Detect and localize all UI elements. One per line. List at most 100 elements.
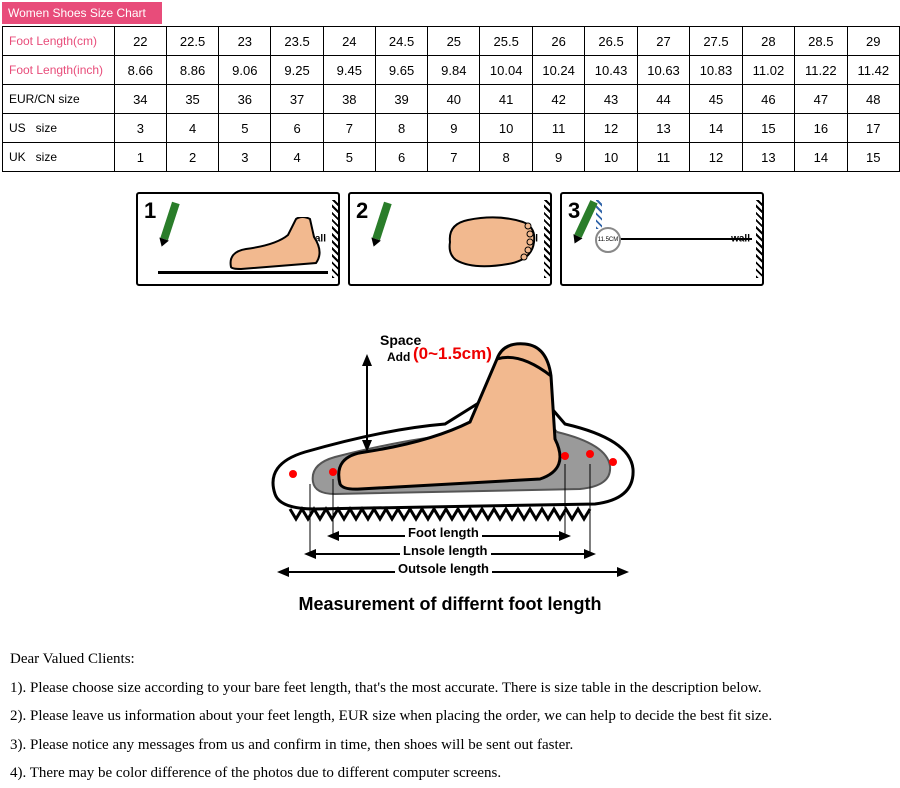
size-cell: 47 <box>795 85 847 114</box>
size-cell: 24.5 <box>375 27 427 56</box>
size-cell: 42 <box>532 85 584 114</box>
size-cell: 10.04 <box>480 56 532 85</box>
size-cell: 43 <box>585 85 637 114</box>
wall-hatch <box>756 200 762 278</box>
space-range-label: (0~1.5cm) <box>413 344 492 364</box>
size-cell: 4 <box>166 114 218 143</box>
size-cell: 17 <box>847 114 899 143</box>
step-number: 3 <box>568 198 580 224</box>
size-cell: 24 <box>323 27 375 56</box>
size-cell: 12 <box>690 143 742 172</box>
measurement-steps: 1wall2wall3wall11.5CM <box>0 192 900 286</box>
size-cell: 22 <box>114 27 166 56</box>
size-cell: 23.5 <box>271 27 323 56</box>
step-number: 2 <box>356 198 368 224</box>
pencil-icon <box>160 202 179 241</box>
size-cell: 25.5 <box>480 27 532 56</box>
size-cell: 10 <box>585 143 637 172</box>
size-cell: 8 <box>375 114 427 143</box>
size-cell: 44 <box>637 85 689 114</box>
size-cell: 11.22 <box>795 56 847 85</box>
size-cell: 28 <box>742 27 794 56</box>
size-cell: 15 <box>847 143 899 172</box>
size-cell: 9.84 <box>428 56 480 85</box>
row-label: UK size <box>3 143 115 172</box>
size-cell: 38 <box>323 85 375 114</box>
size-cell: 27 <box>637 27 689 56</box>
size-cell: 6 <box>271 114 323 143</box>
size-cell: 39 <box>375 85 427 114</box>
outsole-row: Outsole length <box>235 564 665 590</box>
size-cell: 11.02 <box>742 56 794 85</box>
foot-diagram: Space Add (0~1.5cm) Foot length Lnsole l… <box>235 304 665 564</box>
size-cell: 10.24 <box>532 56 584 85</box>
wall-hatch <box>332 200 338 278</box>
row-label: Foot Length(inch) <box>3 56 115 85</box>
size-cell: 7 <box>428 143 480 172</box>
size-cell: 46 <box>742 85 794 114</box>
notes-heading: Dear Valued Clients: <box>10 645 890 674</box>
size-cell: 29 <box>847 27 899 56</box>
size-cell: 40 <box>428 85 480 114</box>
size-cell: 9.45 <box>323 56 375 85</box>
client-notes: Dear Valued Clients: 1). Please choose s… <box>10 645 890 788</box>
size-cell: 14 <box>795 143 847 172</box>
size-cell: 34 <box>114 85 166 114</box>
step-number: 1 <box>144 198 156 224</box>
size-cell: 1 <box>114 143 166 172</box>
insole-length-label: Lnsole length <box>400 543 491 558</box>
size-cell: 9.25 <box>271 56 323 85</box>
size-cell: 9 <box>532 143 584 172</box>
size-cell: 22.5 <box>166 27 218 56</box>
size-chart-table: Foot Length(cm)2222.52323.52424.52525.52… <box>2 26 900 172</box>
size-cell: 12 <box>585 114 637 143</box>
size-cell: 14 <box>690 114 742 143</box>
size-cell: 13 <box>637 114 689 143</box>
size-cell: 7 <box>323 114 375 143</box>
size-cell: 3 <box>219 143 271 172</box>
size-cell: 5 <box>219 114 271 143</box>
foot-top-icon <box>438 212 538 272</box>
note-item: 4). There may be color difference of the… <box>10 759 890 788</box>
row-label: EUR/CN size <box>3 85 115 114</box>
note-item: 2). Please leave us information about yo… <box>10 702 890 731</box>
size-cell: 41 <box>480 85 532 114</box>
size-cell: 11 <box>532 114 584 143</box>
size-cell: 36 <box>219 85 271 114</box>
size-cell: 16 <box>795 114 847 143</box>
pencil-icon <box>372 202 391 241</box>
size-cell: 25 <box>428 27 480 56</box>
size-cell: 9.06 <box>219 56 271 85</box>
size-cell: 28.5 <box>795 27 847 56</box>
outsole-length-label-2: Outsole length <box>395 561 492 576</box>
size-cell: 3 <box>114 114 166 143</box>
step-box-2: 2wall <box>348 192 552 286</box>
size-cell: 4 <box>271 143 323 172</box>
row-label: Foot Length(cm) <box>3 27 115 56</box>
size-cell: 6 <box>375 143 427 172</box>
size-cell: 8 <box>480 143 532 172</box>
foot-length-label: Foot length <box>405 525 482 540</box>
note-item: 1). Please choose size according to your… <box>10 674 890 703</box>
diagram-title: Measurement of differnt foot length <box>0 594 900 615</box>
size-cell: 15 <box>742 114 794 143</box>
size-cell: 26.5 <box>585 27 637 56</box>
size-cell: 5 <box>323 143 375 172</box>
size-cell: 9.65 <box>375 56 427 85</box>
wall-hatch <box>544 200 550 278</box>
size-cell: 10.43 <box>585 56 637 85</box>
size-cell: 9 <box>428 114 480 143</box>
size-cell: 11 <box>637 143 689 172</box>
size-cell: 27.5 <box>690 27 742 56</box>
space-add-label: Add <box>387 350 410 364</box>
size-cell: 26 <box>532 27 584 56</box>
ruler-circle: 11.5CM <box>595 227 621 253</box>
size-cell: 37 <box>271 85 323 114</box>
step-box-3: 3wall11.5CM <box>560 192 764 286</box>
step-box-1: 1wall <box>136 192 340 286</box>
size-cell: 48 <box>847 85 899 114</box>
row-label: US size <box>3 114 115 143</box>
size-cell: 10.63 <box>637 56 689 85</box>
size-cell: 11.42 <box>847 56 899 85</box>
size-cell: 10.83 <box>690 56 742 85</box>
